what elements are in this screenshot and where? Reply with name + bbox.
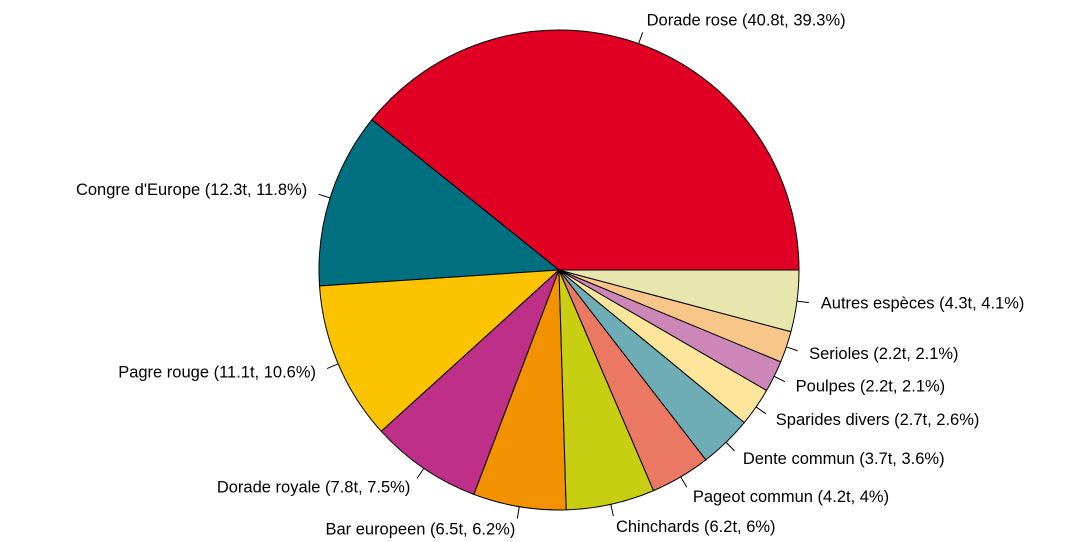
leader-line-pageot-commun xyxy=(680,476,688,488)
slice-label-dorade-royale: Dorade royale (7.8t, 7.5%) xyxy=(217,479,411,497)
leader-line-congre-d-europe xyxy=(318,193,331,199)
slice-label-chinchards: Chinchards (6.2t, 6%) xyxy=(616,518,776,536)
pie-slices xyxy=(318,29,800,511)
slice-label-sparides-divers: Sparides divers (2.7t, 2.6%) xyxy=(776,411,980,429)
label-leader-lines xyxy=(318,32,809,519)
slice-label-serioles: Serioles (2.2t, 2.1%) xyxy=(809,345,958,363)
slice-label-dente-commun: Dente commun (3.7t, 3.6%) xyxy=(743,450,945,468)
leader-line-poulpes xyxy=(773,375,786,383)
leader-line-pagre-rouge xyxy=(326,363,339,370)
leader-line-dorade-rose xyxy=(638,32,644,44)
slice-labels: Dorade rose (40.8t, 39.3%) Congre d'Europ… xyxy=(76,11,1024,538)
pie-slice-dorade-rose xyxy=(371,29,800,271)
slice-label-poulpes: Poulpes (2.2t, 2.1%) xyxy=(796,377,946,395)
pie-slice-pagre-rouge xyxy=(318,269,561,433)
leader-line-sparides-divers xyxy=(755,406,767,415)
pie-slice-dorade-royale xyxy=(380,269,560,496)
slice-label-pagre-rouge: Pagre rouge (11.1t, 10.6%) xyxy=(118,364,316,382)
leader-line-dente-commun xyxy=(725,441,735,452)
leader-line-dorade-royale xyxy=(416,468,425,479)
pie-slice-congre-d-europe xyxy=(318,119,561,287)
pie-slice-autres-especes xyxy=(558,269,800,333)
leader-line-autres-especes xyxy=(796,300,809,304)
slice-label-bar-europeen: Bar europeen (6.5t, 6.2%) xyxy=(325,521,515,539)
slice-label-pageot-commun: Pageot commun (4.2t, 4%) xyxy=(693,488,889,506)
leader-line-serioles xyxy=(786,346,798,352)
slice-label-congre-d-europe: Congre d'Europe (12.3t, 11.8%) xyxy=(76,181,307,199)
leader-line-bar-europeen xyxy=(516,506,520,519)
slice-label-dorade-rose: Dorade rose (40.8t, 39.3%) xyxy=(647,11,846,29)
leader-line-chinchards xyxy=(610,504,614,517)
slice-label-autres-especes: Autres espèces (4.3t, 4.1%) xyxy=(821,295,1025,313)
